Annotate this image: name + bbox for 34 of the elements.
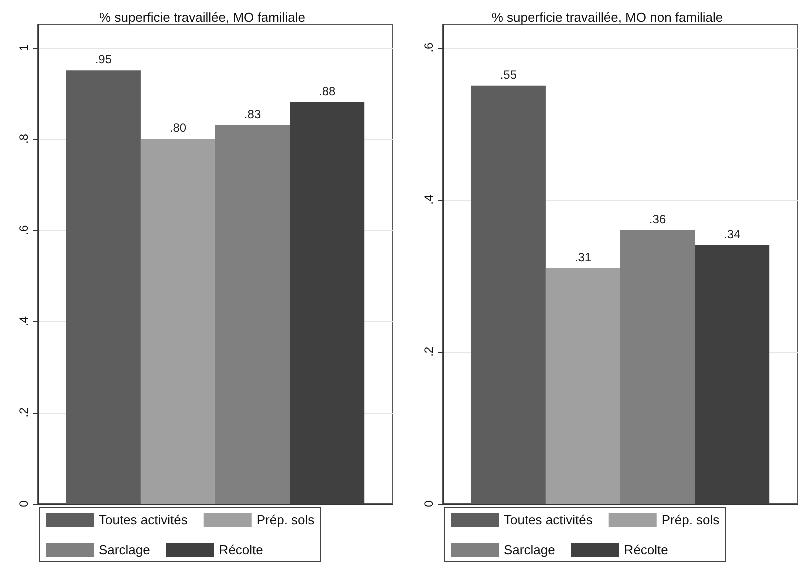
bar: [546, 268, 620, 504]
legend-label: Récolte: [219, 542, 264, 558]
bar: [620, 230, 696, 504]
legend-label: Toutes activités: [99, 512, 188, 528]
y-tick-label: .6: [17, 224, 31, 236]
data-label: .31: [574, 250, 592, 264]
bar: [140, 139, 216, 504]
y-tick-label: .8: [17, 134, 31, 144]
data-label: .34: [724, 227, 741, 242]
y-tick-label: .4: [422, 194, 436, 205]
y-tick-label: .6: [422, 42, 436, 53]
data-label: .83: [244, 107, 262, 122]
y-tick-label: 0: [422, 500, 436, 508]
y-tick-label: 1: [17, 44, 31, 52]
legend-label: Prép. sols: [662, 512, 720, 528]
y-tick-label: .2: [422, 346, 436, 357]
data-label: .55: [500, 68, 518, 82]
legend-label: Prép. sols: [256, 512, 316, 528]
legend-label: Toutes activités: [504, 512, 594, 528]
data-label: .80: [170, 121, 187, 136]
y-tick-label: .2: [17, 407, 31, 418]
chart-title: % superficie travaillée, MO familiale: [100, 10, 306, 25]
bar: [290, 102, 365, 504]
data-label: .36: [649, 212, 666, 226]
y-tick-label: 0: [17, 500, 31, 508]
bar: [695, 245, 770, 504]
bar: [216, 125, 290, 504]
legend-label: Sarclage: [504, 542, 556, 558]
legend-label: Récolte: [624, 542, 668, 558]
data-label: .95: [95, 52, 112, 67]
chart-title: % superficie travaillée, MO non familiale: [492, 10, 724, 25]
y-tick-label: .4: [17, 316, 31, 327]
legend-label: Sarclage: [99, 542, 150, 558]
data-label: .88: [318, 84, 336, 99]
